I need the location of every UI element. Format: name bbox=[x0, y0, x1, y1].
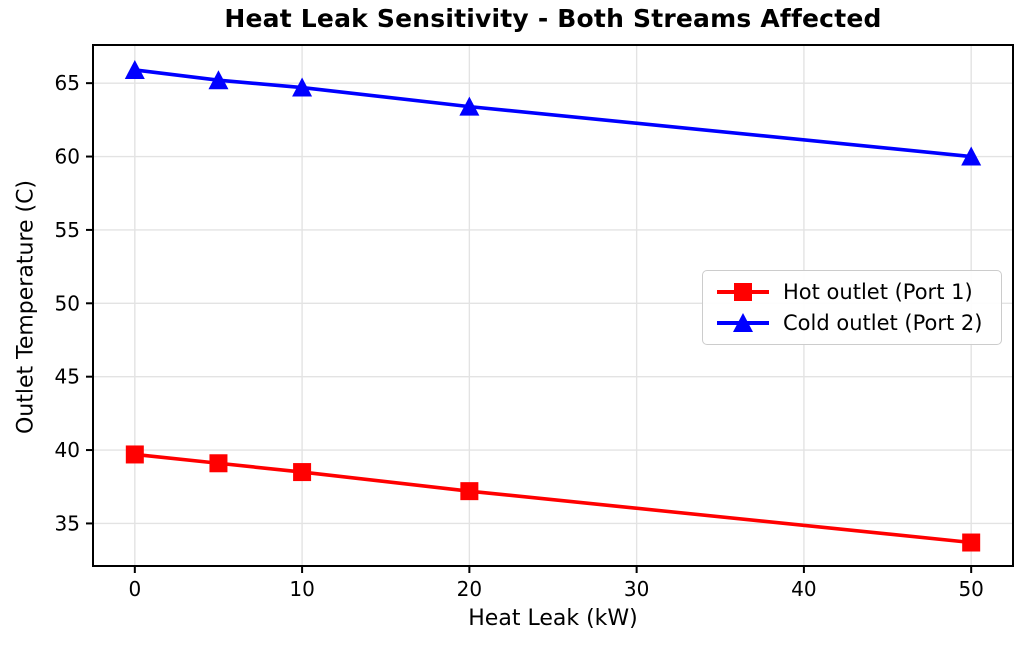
legend-label-cold-outlet: Cold outlet (Port 2) bbox=[783, 311, 983, 335]
data-point-triangle bbox=[292, 77, 313, 97]
axes-border bbox=[92, 44, 1014, 567]
x-tick-label: 10 bbox=[289, 577, 314, 601]
x-tick-label: 50 bbox=[958, 577, 983, 601]
data-point-square bbox=[125, 445, 144, 464]
y-tick-label: 60 bbox=[55, 145, 80, 169]
hot-series-square-marker-icon bbox=[717, 283, 769, 301]
data-point-triangle bbox=[459, 96, 480, 116]
y-tick-label: 45 bbox=[55, 365, 80, 389]
y-tick-label: 50 bbox=[55, 291, 80, 315]
y-axis-label: Outlet Temperature (C) bbox=[13, 179, 39, 435]
y-tick-label: 65 bbox=[55, 71, 80, 95]
data-point-triangle bbox=[208, 70, 229, 90]
legend: Hot outlet (Port 1) Cold outlet (Port 2) bbox=[702, 270, 1002, 345]
legend-square-sample-hot bbox=[734, 283, 752, 301]
data-point-square bbox=[293, 463, 312, 482]
data-point-square bbox=[962, 533, 981, 552]
data-point-square bbox=[460, 482, 479, 501]
x-tick-label: 0 bbox=[128, 577, 141, 601]
data-point-triangle bbox=[124, 59, 145, 79]
series-line-0 bbox=[134, 452, 972, 545]
legend-item-hot-outlet: Hot outlet (Port 1) bbox=[715, 280, 989, 304]
data-point-square bbox=[209, 454, 228, 473]
x-tick-label: 30 bbox=[624, 577, 649, 601]
legend-label-hot-outlet: Hot outlet (Port 1) bbox=[783, 280, 973, 304]
legend-triangle-sample-cold bbox=[733, 313, 753, 332]
cold-series-triangle-marker-icon bbox=[717, 313, 769, 332]
y-tick-label: 35 bbox=[55, 511, 80, 535]
x-tick-label: 20 bbox=[457, 577, 482, 601]
data-point-triangle bbox=[961, 146, 982, 166]
y-tick-label: 55 bbox=[55, 218, 80, 242]
x-tick-label: 40 bbox=[791, 577, 816, 601]
chart-title: Heat Leak Sensitivity - Both Streams Aff… bbox=[224, 4, 882, 33]
x-axis-label: Heat Leak (kW) bbox=[468, 606, 638, 631]
legend-item-cold-outlet: Cold outlet (Port 2) bbox=[715, 311, 989, 335]
y-tick-label: 40 bbox=[55, 438, 80, 462]
